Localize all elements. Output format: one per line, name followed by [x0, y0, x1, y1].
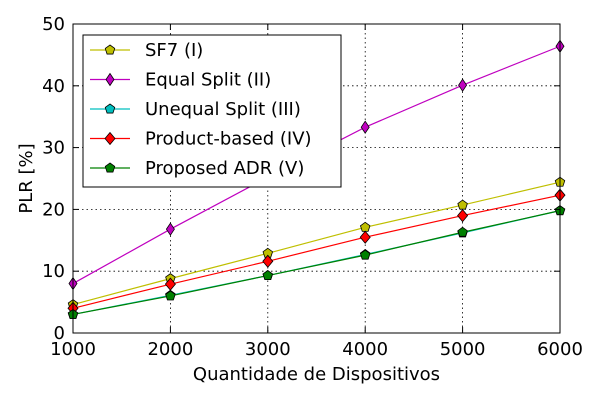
legend-box	[82, 34, 342, 188]
legend-label: SF7 (I)	[145, 40, 203, 61]
legend-label: Proposed ADR (V)	[145, 158, 304, 179]
legend-marker	[105, 72, 115, 87]
data-point	[165, 222, 175, 236]
x-tick-label: 2000	[147, 339, 193, 360]
data-point	[360, 120, 370, 134]
series-line	[72, 181, 561, 306]
series-layer	[67, 39, 566, 319]
data-point	[457, 208, 469, 223]
legend-label: Product-based (IV)	[145, 129, 312, 150]
series-line	[72, 210, 561, 316]
legend-label: Equal Split (II)	[145, 70, 271, 91]
x-tick-label: 5000	[440, 339, 486, 360]
y-tick-label: 30	[42, 138, 65, 159]
legend-marker	[104, 131, 116, 146]
legend-item: Unequal Split (III)	[90, 99, 301, 120]
legend-marker	[104, 103, 116, 114]
data-point	[359, 230, 371, 244]
y-tick-label: 50	[42, 14, 65, 35]
legend-item: Product-based (IV)	[90, 129, 312, 150]
data-point	[457, 226, 468, 237]
y-axis-label: PLR [%]	[16, 143, 37, 213]
series-line	[72, 194, 561, 309]
data-point	[457, 199, 468, 210]
legend-marker	[104, 162, 116, 173]
legend-item: SF7 (I)	[90, 40, 203, 61]
axis-ticks: 1000 2000 3000 4000 5000 6000 0 10 20 30 40 50	[42, 14, 583, 360]
data-point	[359, 249, 371, 260]
x-axis-label: Quantidade de Dispositivos	[193, 364, 440, 385]
y-tick-label: 0	[54, 323, 65, 344]
data-point	[164, 277, 176, 291]
y-tick-label: 20	[42, 199, 65, 220]
series-line	[72, 210, 561, 316]
data-point	[262, 270, 274, 280]
series-4	[67, 188, 566, 315]
data-point	[458, 78, 468, 92]
x-tick-label: 3000	[245, 339, 291, 360]
x-tick-label: 4000	[342, 339, 388, 360]
plot-frame	[72, 23, 561, 334]
series-1	[67, 176, 566, 310]
legend-marker	[104, 44, 116, 55]
legend-item: Equal Split (II)	[90, 70, 271, 91]
y-tick-label: 10	[42, 261, 65, 282]
y-tick-label: 40	[42, 76, 65, 97]
series-5	[67, 205, 566, 319]
legend-item: Proposed ADR (V)	[90, 158, 304, 179]
legend: SF7 (I) Equal Split (II) Unequal Split (II…	[82, 34, 342, 188]
x-tick-label: 6000	[537, 339, 583, 360]
data-point	[359, 221, 371, 232]
legend-label: Unequal Split (III)	[145, 99, 301, 120]
x-tick-label: 1000	[50, 339, 96, 360]
data-point	[165, 290, 176, 301]
data-point	[262, 254, 274, 268]
